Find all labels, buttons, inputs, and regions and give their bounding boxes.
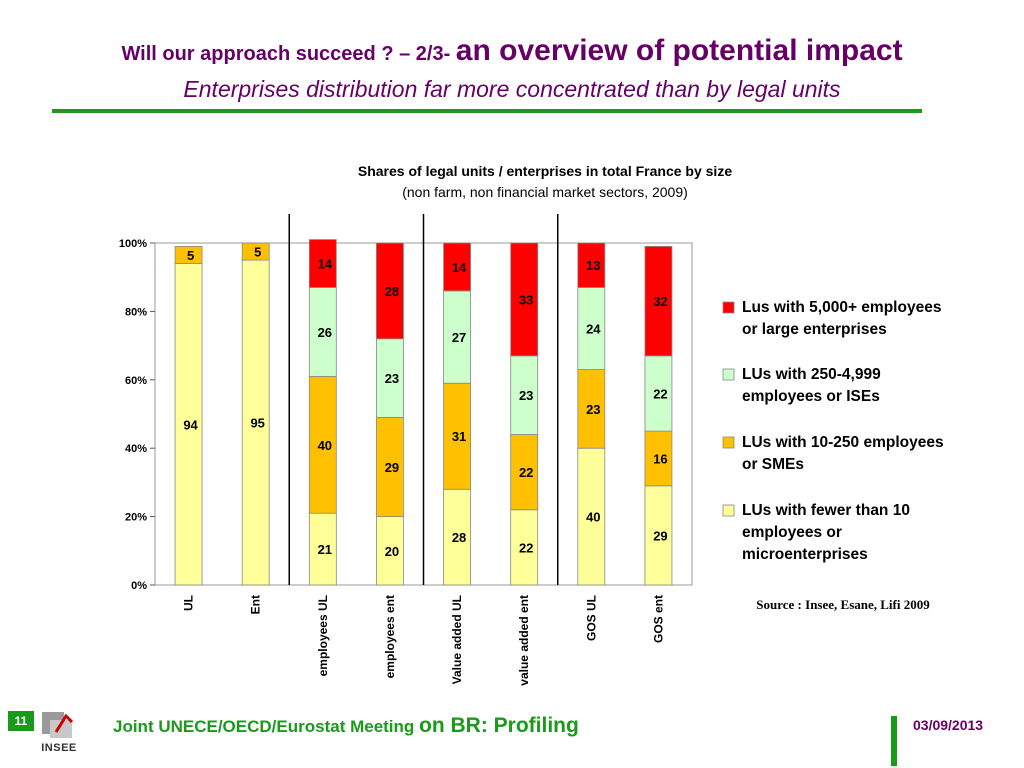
footer-meeting: Joint UNECE/OECD/Eurostat Meeting on BR:… bbox=[113, 714, 579, 738]
bar-segment bbox=[308, 239, 337, 288]
x-category-label: value added ent bbox=[517, 595, 531, 686]
bar-segment bbox=[376, 516, 404, 586]
x-category-label: UL bbox=[182, 595, 196, 611]
data-label: 28 bbox=[452, 530, 466, 545]
footer-divider bbox=[891, 716, 897, 766]
data-label: 5 bbox=[254, 245, 261, 260]
x-category-label: GOS UL bbox=[584, 595, 598, 641]
data-label: 14 bbox=[452, 260, 467, 275]
legend-swatch bbox=[722, 301, 735, 314]
bar-segment bbox=[376, 338, 404, 418]
bar-segment bbox=[308, 512, 337, 586]
x-category-label: Value added UL bbox=[450, 595, 464, 684]
data-label: 32 bbox=[653, 294, 667, 309]
bar-segment bbox=[577, 242, 606, 288]
legend-label: Lus with 5,000+ employees bbox=[742, 299, 941, 316]
data-label: 22 bbox=[519, 540, 533, 555]
data-label: 27 bbox=[452, 330, 466, 345]
data-label: 29 bbox=[653, 528, 667, 543]
chart-source: Source : Insee, Esane, Lifi 2009 bbox=[756, 597, 930, 612]
data-label: 28 bbox=[385, 284, 399, 299]
chart-subtitle: (non farm, non financial market sectors,… bbox=[402, 184, 688, 200]
legend-label: employees or bbox=[742, 524, 842, 541]
y-tick-label: 100% bbox=[119, 238, 147, 250]
data-label: 40 bbox=[318, 438, 332, 453]
data-label: 31 bbox=[452, 429, 466, 444]
y-tick-label: 0% bbox=[131, 580, 147, 592]
data-label: 16 bbox=[653, 451, 667, 466]
slide-title: Will our approach succeed ? – 2/3- an ov… bbox=[0, 34, 1024, 68]
data-label: 22 bbox=[653, 386, 667, 401]
legend-label: or SMEs bbox=[742, 456, 804, 473]
legend-label: or large enterprises bbox=[742, 321, 887, 338]
legend-swatch bbox=[722, 368, 735, 381]
legend-label: microenterprises bbox=[742, 546, 868, 563]
bar-segment bbox=[376, 417, 404, 518]
bar-segment bbox=[510, 355, 539, 435]
data-label: 23 bbox=[586, 402, 600, 417]
data-label: 29 bbox=[385, 460, 399, 475]
x-category-label: employees ent bbox=[383, 595, 397, 678]
legend-label: LUs with fewer than 10 bbox=[742, 502, 910, 519]
legend-label: employees or ISEs bbox=[742, 388, 880, 405]
chart-title: Shares of legal units / enterprises in t… bbox=[358, 163, 732, 179]
bar-segment bbox=[577, 447, 606, 586]
stacked-bar-chart: Shares of legal units / enterprises in t… bbox=[119, 163, 944, 686]
data-label: 13 bbox=[586, 258, 600, 273]
bar-segment bbox=[644, 355, 673, 432]
bar-segment bbox=[644, 430, 673, 487]
footer-date: 03/09/2013 bbox=[913, 717, 984, 733]
data-label: 94 bbox=[183, 417, 198, 432]
legend-label: LUs with 250-4,999 bbox=[742, 366, 881, 383]
bar-segment bbox=[443, 242, 471, 292]
data-label: 5 bbox=[187, 248, 194, 263]
data-label: 24 bbox=[586, 322, 601, 337]
legend-swatch bbox=[722, 436, 735, 449]
bar-segment bbox=[376, 242, 404, 340]
bar-segment bbox=[510, 434, 539, 511]
y-tick-label: 60% bbox=[125, 375, 147, 387]
data-label: 14 bbox=[318, 257, 333, 272]
data-label: 33 bbox=[519, 292, 533, 307]
page-number: 11 bbox=[8, 711, 34, 731]
y-tick-label: 40% bbox=[125, 443, 147, 455]
x-category-label: employees UL bbox=[316, 595, 330, 676]
x-category-label: GOS ent bbox=[651, 595, 665, 643]
footer-meeting-part1: Joint UNECE/OECD/Eurostat Meeting bbox=[113, 717, 420, 736]
legend-swatch bbox=[722, 504, 735, 517]
bar-segment bbox=[577, 369, 606, 449]
bar-segment bbox=[241, 259, 270, 586]
footer-meeting-part2: on BR: Profiling bbox=[419, 714, 579, 737]
slide-subtitle: Enterprises distribution far more concen… bbox=[183, 76, 841, 102]
bar-segment bbox=[308, 287, 337, 377]
bar-segment bbox=[174, 246, 203, 264]
bar-segment bbox=[644, 246, 673, 357]
bar-segment bbox=[443, 382, 471, 490]
data-label: 20 bbox=[385, 544, 399, 559]
data-label: 23 bbox=[519, 388, 533, 403]
y-tick-label: 80% bbox=[125, 306, 147, 318]
insee-logo-icon bbox=[42, 712, 74, 738]
legend-label: LUs with 10-250 employees bbox=[742, 434, 944, 451]
slide-title-part2: an overview of potential impact bbox=[455, 34, 903, 67]
bar-segment bbox=[308, 375, 337, 514]
data-label: 40 bbox=[586, 510, 600, 525]
insee-logo-text: INSEE bbox=[41, 742, 77, 754]
data-label: 22 bbox=[519, 465, 533, 480]
bar-segment bbox=[510, 242, 539, 357]
bar-segment bbox=[443, 290, 471, 384]
data-label: 26 bbox=[318, 325, 332, 340]
y-tick-label: 20% bbox=[125, 512, 147, 524]
x-category-label: Ent bbox=[249, 595, 263, 614]
slide-title-part1: Will our approach succeed ? – 2/3- bbox=[121, 43, 456, 65]
data-label: 95 bbox=[250, 416, 264, 431]
bar-segment bbox=[577, 287, 606, 370]
data-label: 21 bbox=[318, 542, 332, 557]
title-divider bbox=[52, 109, 922, 113]
bar-segment bbox=[241, 242, 270, 261]
bar-segment bbox=[174, 263, 203, 586]
data-label: 23 bbox=[385, 371, 399, 386]
bar-segment bbox=[443, 488, 471, 586]
